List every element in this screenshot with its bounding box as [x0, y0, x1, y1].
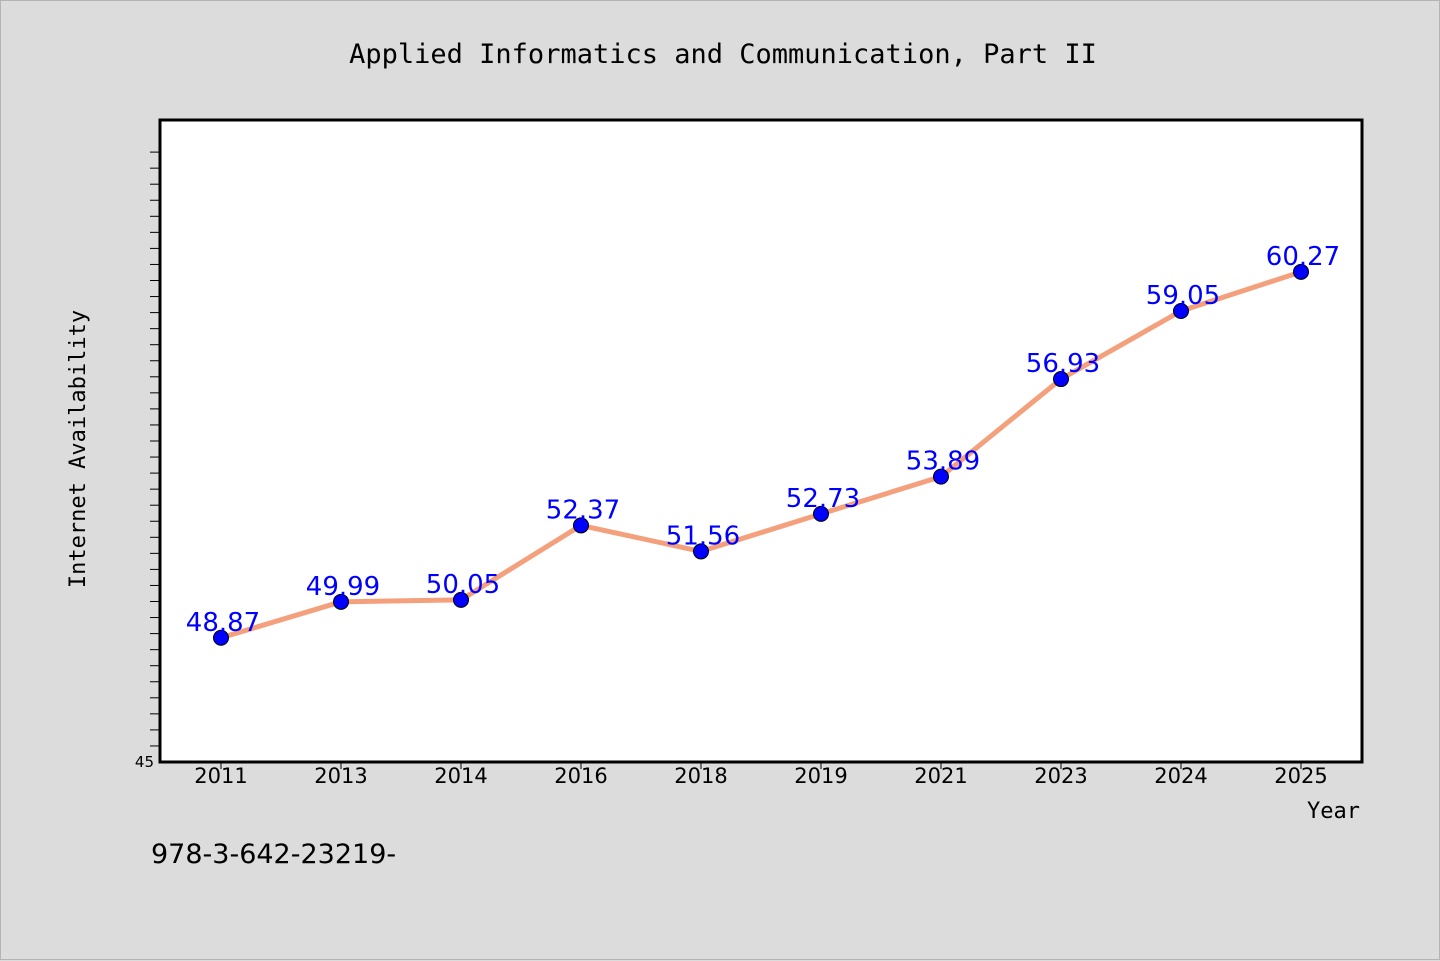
- data-labels: 48.87 49.99 50.05 52.37 51.56 52.73 53.89 56.93…: [186, 242, 1340, 638]
- data-label: 49.99: [306, 572, 380, 602]
- data-label: 60.27: [1266, 242, 1340, 272]
- x-axis-label: Year: [1307, 799, 1360, 824]
- data-label: 52.37: [546, 495, 620, 525]
- x-tick-label: 2025: [1274, 764, 1327, 788]
- data-label: 52.73: [786, 484, 860, 514]
- x-tick-label: 2021: [914, 764, 967, 788]
- x-tick-label: 2016: [554, 764, 607, 788]
- data-point: [213, 629, 229, 646]
- data-point: [693, 543, 709, 560]
- x-tick-label: 2024: [1154, 764, 1207, 788]
- data-label: 59.05: [1146, 281, 1220, 311]
- data-point: [933, 468, 949, 485]
- data-point: [1053, 371, 1069, 388]
- x-tick-label: 2023: [1034, 764, 1087, 788]
- y-axis-min-label: 45: [135, 753, 154, 771]
- data-label: 51.56: [666, 521, 740, 551]
- plot-area: [158, 118, 1364, 764]
- x-tick-label: 2019: [794, 764, 847, 788]
- y-axis-label: Internet Availability: [66, 310, 91, 588]
- data-label: 48.87: [186, 608, 260, 638]
- series-line: [218, 269, 1304, 641]
- x-tick-label: 2014: [434, 764, 487, 788]
- x-tick-label: 2011: [194, 764, 247, 788]
- data-point: [573, 517, 589, 534]
- x-tick-label: 2018: [674, 764, 727, 788]
- footer-isbn: 978-3-642-23219-: [151, 839, 396, 870]
- data-point: [333, 593, 349, 610]
- data-label: 50.05: [426, 570, 500, 600]
- y-axis-ticks: [150, 151, 160, 747]
- x-axis-tick-labels: 2011 2013 2014 2016 2018 2019 2021 2023 2024 2025: [194, 764, 1327, 788]
- data-point: [1293, 263, 1309, 280]
- data-label: 53.89: [906, 447, 980, 477]
- data-point: [453, 591, 469, 608]
- data-label: 56.93: [1026, 349, 1100, 379]
- x-tick-label: 2013: [314, 764, 367, 788]
- chart-title: Applied Informatics and Communication, P…: [349, 39, 1097, 70]
- data-point: [813, 505, 829, 522]
- x-axis-ticks: [220, 762, 1302, 769]
- data-point: [1173, 302, 1189, 319]
- data-markers: [213, 263, 1309, 646]
